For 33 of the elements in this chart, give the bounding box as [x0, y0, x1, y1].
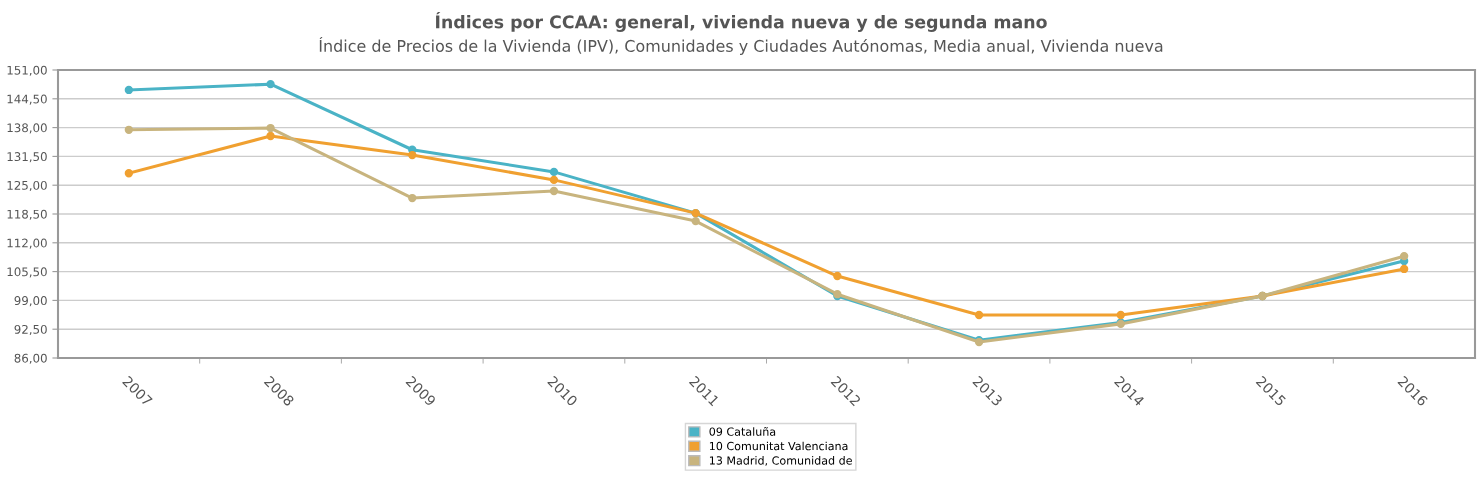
point	[1116, 310, 1125, 320]
y-tick-label: 125,00	[7, 180, 47, 192]
chart-title: Índices por CCAA: general, vivienda nueva y de segunda mano	[436, 12, 1047, 32]
y-tick-label: 131,50	[7, 152, 47, 163]
point	[1399, 264, 1409, 274]
point	[408, 193, 417, 203]
y-tick-label: 112,00	[7, 238, 47, 249]
chart-subtitle: Índice de Precios de la Vivienda (IPV), Comunidades y Ciudades Autónomas, Media anual, Vivienda nueva	[319, 36, 1163, 56]
point	[124, 169, 134, 178]
legend-label: 13 Madrid, Comunidad de	[709, 456, 852, 466]
y-tick-label: 92,50	[14, 324, 47, 336]
y-tick-label: 138,00	[7, 123, 47, 134]
point	[124, 85, 134, 95]
point	[833, 271, 842, 281]
point	[408, 150, 417, 160]
point	[266, 123, 275, 133]
y-tick-label: 144,50	[7, 94, 47, 105]
legend-label: 09 Cataluña	[709, 427, 776, 436]
y-tick-label: 99,00	[14, 296, 47, 307]
point	[691, 216, 700, 226]
point	[974, 310, 984, 320]
point	[266, 131, 275, 141]
y-tick-label: 118,50	[7, 209, 47, 220]
y-tick-label: 151,00	[7, 65, 47, 76]
y-tick-label: 105,50	[7, 267, 47, 278]
point	[266, 80, 275, 89]
point	[549, 186, 559, 196]
point	[1399, 251, 1409, 261]
legend-label: 10 Comunitat Valenciana	[709, 441, 848, 451]
point	[549, 167, 559, 177]
point	[549, 175, 559, 185]
y-tick-label: 86,00	[14, 353, 47, 364]
point	[124, 125, 134, 134]
